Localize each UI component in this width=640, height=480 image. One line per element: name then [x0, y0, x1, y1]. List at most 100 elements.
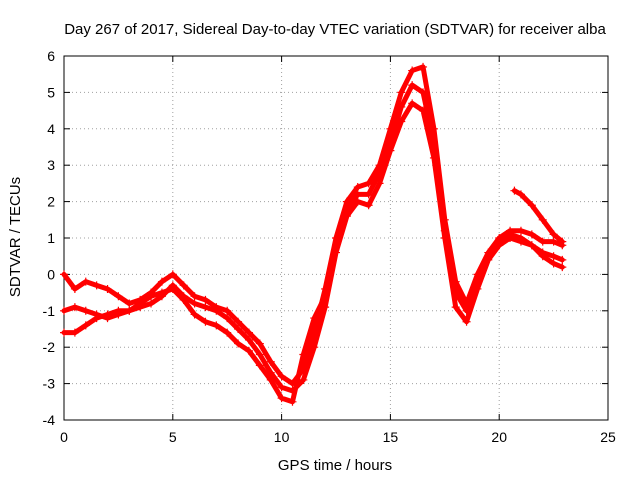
data-point — [277, 394, 286, 403]
data-point — [310, 314, 319, 323]
data-point — [538, 252, 547, 261]
data-point — [299, 350, 308, 359]
x-axis-label: GPS time / hours — [278, 457, 392, 474]
data-point — [147, 292, 156, 301]
data-point — [549, 237, 558, 246]
data-point — [103, 284, 112, 293]
x-tick-label: 20 — [491, 429, 507, 445]
data-point — [558, 255, 567, 264]
data-point — [516, 234, 525, 242]
x-tick-label: 10 — [274, 429, 290, 445]
data-point — [223, 328, 232, 337]
data-point — [516, 190, 525, 199]
data-point — [244, 328, 253, 337]
data-point — [353, 190, 362, 199]
data-point — [223, 314, 232, 323]
data-point — [429, 139, 438, 148]
data-point — [473, 277, 482, 286]
data-point — [60, 328, 68, 337]
data-point — [549, 252, 558, 261]
data-point — [527, 230, 536, 239]
y-tick-label: -3 — [43, 376, 56, 392]
data-point — [60, 270, 68, 279]
data-point — [125, 306, 134, 315]
data-point — [201, 317, 210, 326]
data-point — [125, 299, 134, 308]
grid — [64, 56, 608, 420]
data-point — [299, 375, 308, 384]
data-point — [310, 343, 319, 352]
data-point — [244, 335, 253, 344]
data-point — [70, 284, 79, 293]
data-point — [549, 230, 558, 239]
data-point — [168, 284, 177, 293]
data-point — [321, 292, 330, 301]
data-point — [419, 88, 428, 97]
data-point — [451, 288, 460, 297]
data-point — [147, 299, 156, 308]
data-point — [408, 81, 417, 90]
series-track-1 — [60, 62, 567, 388]
x-tick-label: 0 — [60, 429, 68, 445]
data-point — [408, 99, 417, 108]
data-point — [364, 190, 373, 199]
data-point — [212, 321, 221, 330]
data-point — [92, 281, 101, 290]
y-tick-label: 6 — [47, 48, 55, 64]
x-tick-label: 5 — [169, 429, 177, 445]
data-point — [157, 288, 166, 297]
data-point — [375, 168, 384, 177]
data-point — [60, 306, 68, 315]
data-point — [92, 314, 101, 323]
y-tick-label: 1 — [47, 230, 55, 246]
data-point — [179, 281, 188, 290]
data-point — [190, 299, 199, 308]
data-point — [277, 383, 286, 392]
y-tick-label: 5 — [47, 84, 55, 100]
data-point — [234, 317, 243, 326]
y-tick-label: 4 — [47, 121, 55, 137]
y-axis-label: SDTVAR / TECUs — [7, 177, 24, 297]
data-point — [190, 292, 199, 301]
series-line — [61, 64, 565, 387]
y-tick-label: -4 — [43, 412, 56, 428]
data-point — [353, 183, 362, 192]
data-point — [397, 88, 406, 97]
data-point — [386, 139, 395, 148]
data-layer — [60, 62, 567, 406]
x-tick-label: 15 — [383, 429, 399, 445]
series-line — [511, 188, 565, 245]
data-point — [255, 361, 264, 370]
data-point — [451, 303, 460, 312]
data-point — [201, 303, 210, 312]
data-point — [255, 339, 264, 348]
y-tick-label: 2 — [47, 194, 55, 210]
chart-title: Day 267 of 2017, Sidereal Day-to-day VTE… — [64, 21, 606, 38]
data-point — [408, 66, 417, 75]
data-point — [234, 339, 243, 348]
data-point — [510, 186, 519, 195]
y-tick-label: 3 — [47, 157, 55, 173]
data-point — [114, 292, 123, 301]
data-point — [223, 306, 232, 315]
data-point — [244, 346, 253, 355]
data-point — [288, 397, 297, 406]
data-point — [277, 372, 286, 381]
data-point — [255, 350, 264, 359]
data-point — [70, 303, 79, 312]
data-point — [190, 310, 199, 319]
series-track-3 — [60, 81, 567, 406]
data-point — [332, 241, 340, 250]
data-point — [70, 328, 79, 337]
data-point — [495, 237, 504, 246]
axis-ticks: 0 5 10 15 20 25 -4 -3 -2 -1 0 1 2 3 4 5 6 — [43, 48, 616, 445]
data-point — [114, 306, 123, 315]
data-point — [81, 277, 90, 286]
data-point — [157, 277, 166, 286]
data-point — [201, 295, 210, 304]
data-point — [81, 321, 90, 330]
data-point — [81, 306, 90, 315]
data-point — [558, 237, 567, 246]
data-point — [342, 204, 351, 213]
